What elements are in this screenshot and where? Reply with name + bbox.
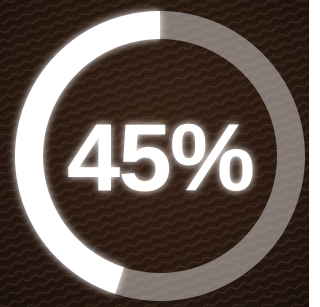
progress-widget: 45% (0, 0, 309, 307)
percent-label: 45% (67, 105, 253, 212)
